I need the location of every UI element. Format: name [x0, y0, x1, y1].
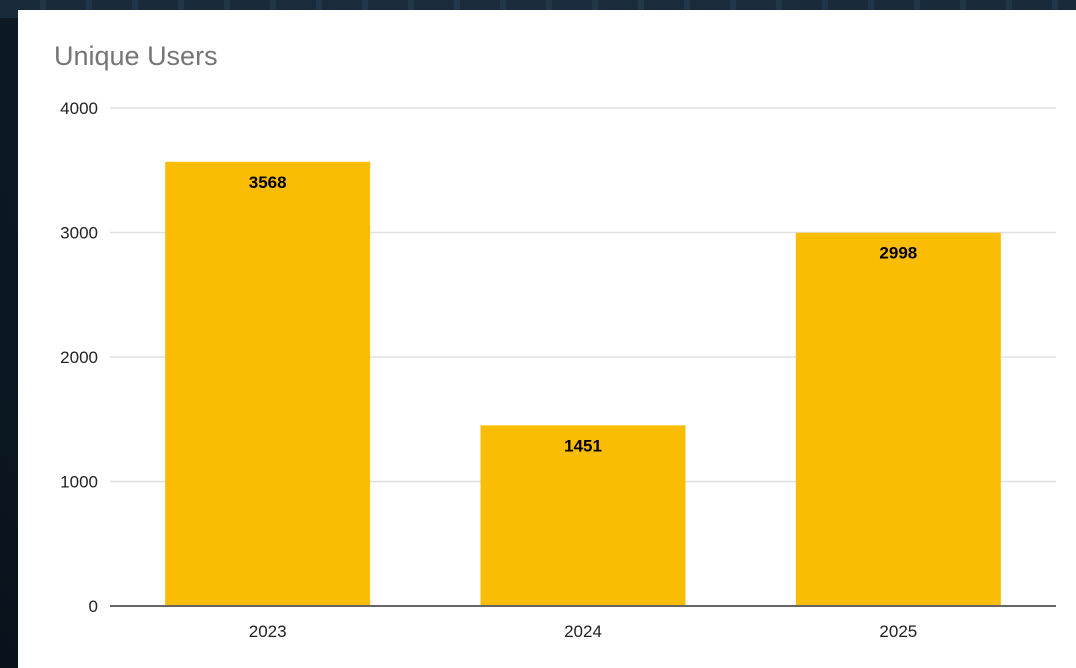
bar — [480, 425, 686, 606]
y-tick-label: 2000 — [60, 348, 98, 367]
chart-card: Unique Users 0 1000 2000 3000 4000 3568 2023 14… — [18, 10, 1076, 668]
y-tick-label: 0 — [89, 597, 98, 616]
y-tick-label: 3000 — [60, 224, 98, 243]
bar — [795, 232, 1001, 606]
x-tick-label: 2025 — [879, 622, 917, 641]
bar — [165, 161, 371, 606]
chart-title: Unique Users — [54, 41, 218, 71]
data-label: 1451 — [564, 436, 602, 455]
x-tick-label: 2024 — [564, 622, 602, 641]
y-tick-label: 4000 — [60, 99, 98, 118]
data-label: 2998 — [879, 244, 917, 263]
bar-chart: 0 1000 2000 3000 4000 3568 2023 1451 2024 2998 202… — [60, 99, 1056, 641]
y-tick-label: 1000 — [60, 473, 98, 492]
data-label: 3568 — [249, 173, 287, 192]
x-tick-label: 2023 — [249, 622, 287, 641]
